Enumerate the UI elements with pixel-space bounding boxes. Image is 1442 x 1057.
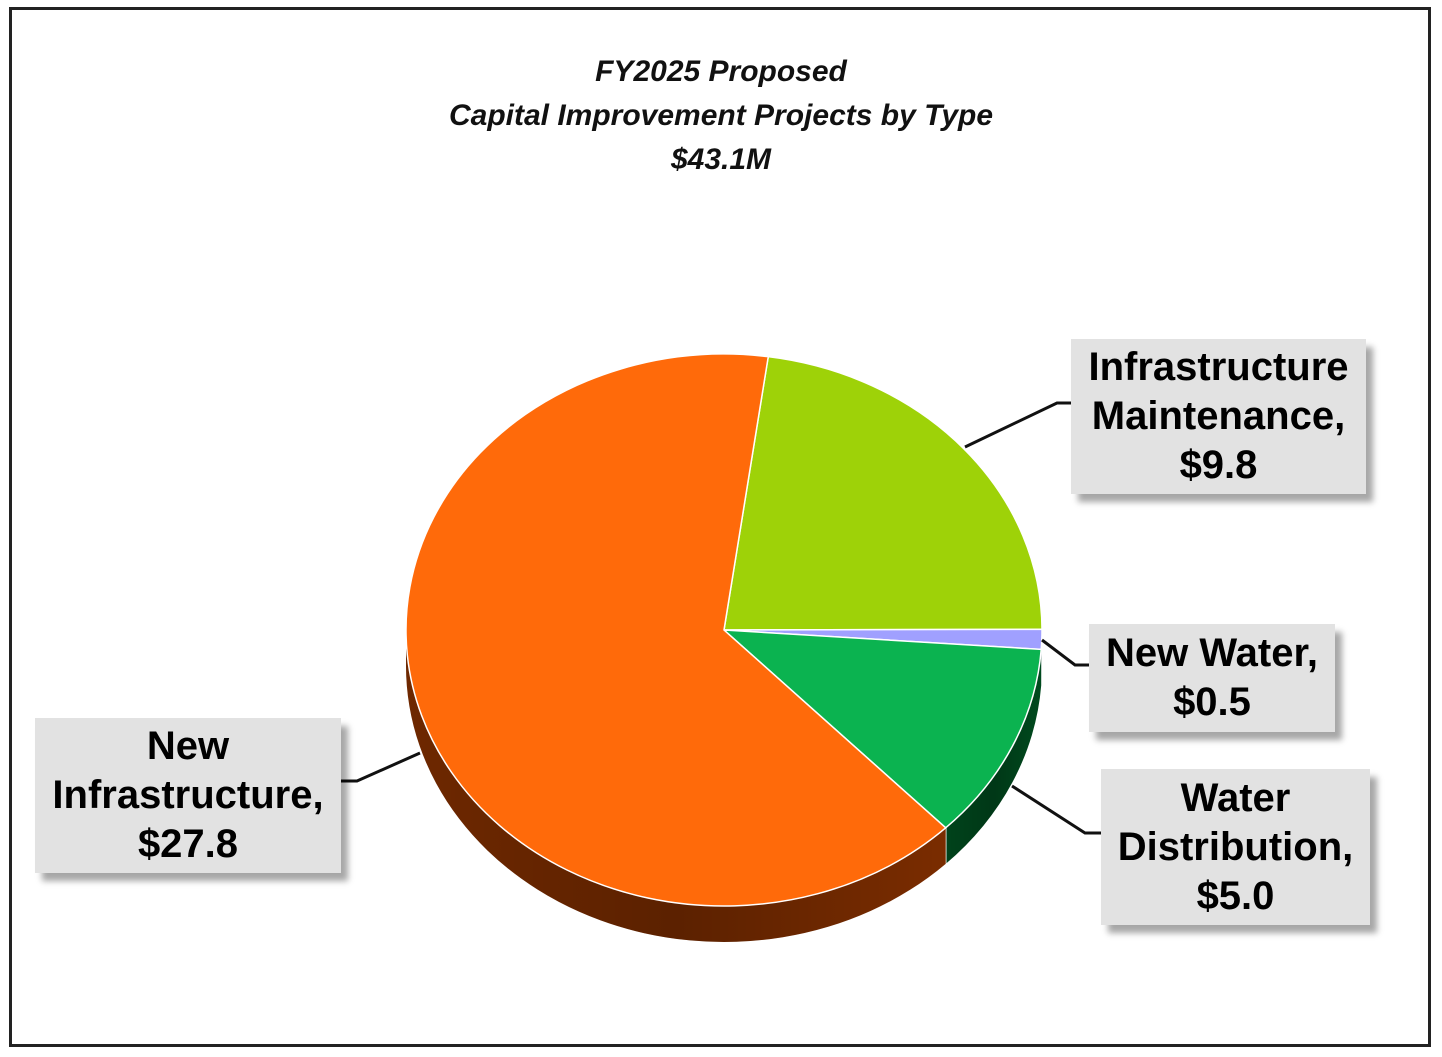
label-value: $9.8 (1179, 443, 1258, 487)
pie-slice-water-distribution (721, 629, 1043, 829)
data-label-new-infrastructure: New Infrastructure, $27.8 (35, 718, 341, 873)
title-line-2: Capital Improvement Projects by Type (448, 99, 994, 132)
data-label-water-distribution: Water Distribution, $5.0 (1101, 769, 1370, 925)
label-line: Maintenance, (1091, 394, 1346, 438)
pie-side-shade-new-infrastructure (406, 630, 946, 943)
data-label-new-water: New Water, $0.5 (1089, 624, 1335, 732)
leader-line-infrastructure-maintenance (964, 401, 1071, 449)
data-label-infrastructure-maintenance: Infrastructure Maintenance, $9.8 (1071, 339, 1366, 494)
label-line: New Water, (1106, 631, 1318, 675)
pie-slice-new-infrastructure (405, 353, 947, 907)
label-line: Infrastructure (1088, 345, 1349, 389)
label-line: Distribution, (1117, 824, 1354, 869)
leader-line-new-water (1041, 638, 1089, 667)
label-line: Water (1180, 775, 1291, 820)
label-line: New (146, 724, 230, 768)
label-value: $0.5 (1173, 680, 1251, 724)
label-value: $27.8 (137, 822, 239, 866)
label-value: $5.0 (1196, 873, 1275, 918)
title-line-3: $43.1M (670, 143, 772, 176)
chart-title: FY2025 Proposed Capital Improvement Proj… (0, 50, 1442, 182)
pie-side-shade-water-distribution (945, 649, 1042, 864)
title-line-1: FY2025 Proposed (595, 55, 847, 88)
pie-slice-infrastructure-maintenance (723, 355, 1043, 631)
label-line: Infrastructure, (52, 773, 324, 817)
leader-line-new-infrastructure (341, 751, 421, 783)
leader-line-water-distribution (1011, 784, 1101, 835)
